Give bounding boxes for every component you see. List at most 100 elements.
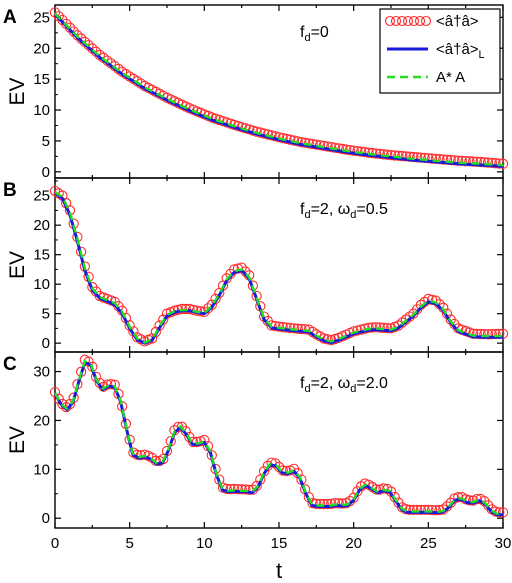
x-tick-label: 5 (125, 535, 133, 552)
annotation-w-sub: d (350, 383, 356, 395)
panel-frame (54, 351, 504, 529)
data-point-circle (341, 144, 352, 155)
data-point-circle (348, 492, 359, 503)
data-point-circle (299, 324, 311, 335)
x-tick-label: 25 (420, 535, 437, 552)
data-point-circle (53, 11, 64, 22)
data-point-circle (146, 333, 158, 344)
data-point-circle (363, 147, 374, 158)
data-point-circle (441, 154, 453, 165)
y-axis-label: EV (6, 251, 29, 279)
data-point-circle (419, 152, 430, 164)
data-point-circle (251, 480, 262, 492)
y-tick-label: 10 (33, 102, 50, 119)
data-point-circle (479, 329, 490, 340)
y-tick-label: 25 (33, 9, 50, 26)
annotation-f-sub: d (304, 383, 310, 395)
legend-label-main: <â†â> (436, 41, 479, 58)
y-tick-label: 10 (33, 276, 50, 293)
data-point-circle (471, 156, 483, 167)
data-point-circle (273, 321, 285, 332)
annotation-rest: =2.0 (356, 375, 388, 392)
annotation-rest: =0.5 (356, 201, 388, 218)
data-point-circle (311, 139, 322, 150)
data-point-circle (333, 498, 344, 509)
annotation-w: ω (338, 375, 351, 392)
data-point-circle (426, 504, 438, 516)
y-axis-label: EV (6, 426, 29, 454)
data-point-circle (367, 147, 378, 159)
x-tick-label: 15 (271, 535, 288, 552)
data-point-circle (482, 157, 494, 168)
x-tick-label: 20 (345, 535, 362, 552)
y-tick-label: 0 (42, 164, 50, 181)
data-point-circle (415, 152, 427, 163)
data-point-circle (475, 156, 486, 168)
data-point-circle (173, 421, 184, 433)
data-point-circle (408, 504, 419, 516)
data-point-circle (307, 498, 318, 509)
legend-label: <â†â> (436, 13, 479, 30)
annotation-f-sub: d (304, 209, 310, 221)
data-point-circle (225, 484, 236, 495)
data-point-circle (314, 498, 326, 510)
legend-label-main: A* A (436, 69, 465, 86)
y-tick-label: 0 (42, 335, 50, 352)
legend-marker-circle (396, 15, 408, 27)
data-point-circle (370, 322, 382, 333)
data-point-circle (374, 322, 385, 333)
annotation-f: f (300, 24, 305, 41)
data-point-circle (423, 153, 434, 164)
data-point-circle (404, 151, 415, 162)
panel-annotation: fd=2, ωd=0.5 (300, 201, 388, 221)
data-point-circle (232, 484, 244, 495)
series-line-aa (53, 359, 503, 515)
data-point-circle (378, 483, 389, 494)
data-point-circle (460, 155, 471, 167)
data-point-circle (285, 322, 296, 334)
annotation-w-sub: d (350, 209, 356, 221)
data-point-circle (426, 153, 438, 164)
annotation-f-sub: d (304, 32, 310, 44)
data-point-circle (61, 18, 72, 29)
y-tick-label: 20 (33, 412, 50, 429)
legend-marker-circle (402, 15, 414, 27)
data-point-circle (352, 145, 363, 157)
legend-label-main: <â†â> (436, 13, 479, 30)
legend-marker-circle (384, 15, 396, 27)
data-point-circle (314, 140, 326, 151)
data-point-circle (363, 322, 374, 333)
data-point-circle (288, 323, 300, 334)
legend-marker-circle (408, 15, 420, 27)
data-point-circle (378, 149, 389, 160)
data-point-circle (229, 483, 240, 495)
y-tick-label: 0 (42, 510, 50, 527)
data-point-circle (180, 303, 191, 315)
data-point-circle (329, 498, 341, 509)
y-tick-label: 5 (42, 133, 50, 150)
annotation-f: f (300, 375, 305, 392)
data-point-circle (497, 507, 509, 518)
x-tick-label: 0 (51, 535, 59, 552)
data-point-circle (494, 158, 505, 169)
y-tick-label: 5 (42, 306, 50, 323)
data-point-circle (434, 154, 445, 165)
data-point-circle (337, 143, 348, 155)
y-tick-label: 10 (33, 461, 50, 478)
data-point-circle (102, 379, 113, 390)
annotation-f: f (300, 201, 305, 218)
annotation-mid: =2, (311, 201, 338, 218)
series-circles-group (49, 354, 509, 518)
data-point-circle (438, 154, 449, 165)
data-point-circle (430, 153, 441, 164)
annotation-rest: =0 (311, 24, 329, 41)
legend-marker-circle (420, 15, 432, 27)
y-tick-label: 20 (33, 217, 50, 234)
data-point-circle (206, 299, 217, 310)
legend: <â†â><â†â>LA* A (379, 8, 501, 94)
data-point-circle (389, 150, 400, 161)
data-point-circle (482, 329, 494, 340)
data-point-circle (449, 155, 460, 166)
data-point-circle (266, 320, 277, 331)
